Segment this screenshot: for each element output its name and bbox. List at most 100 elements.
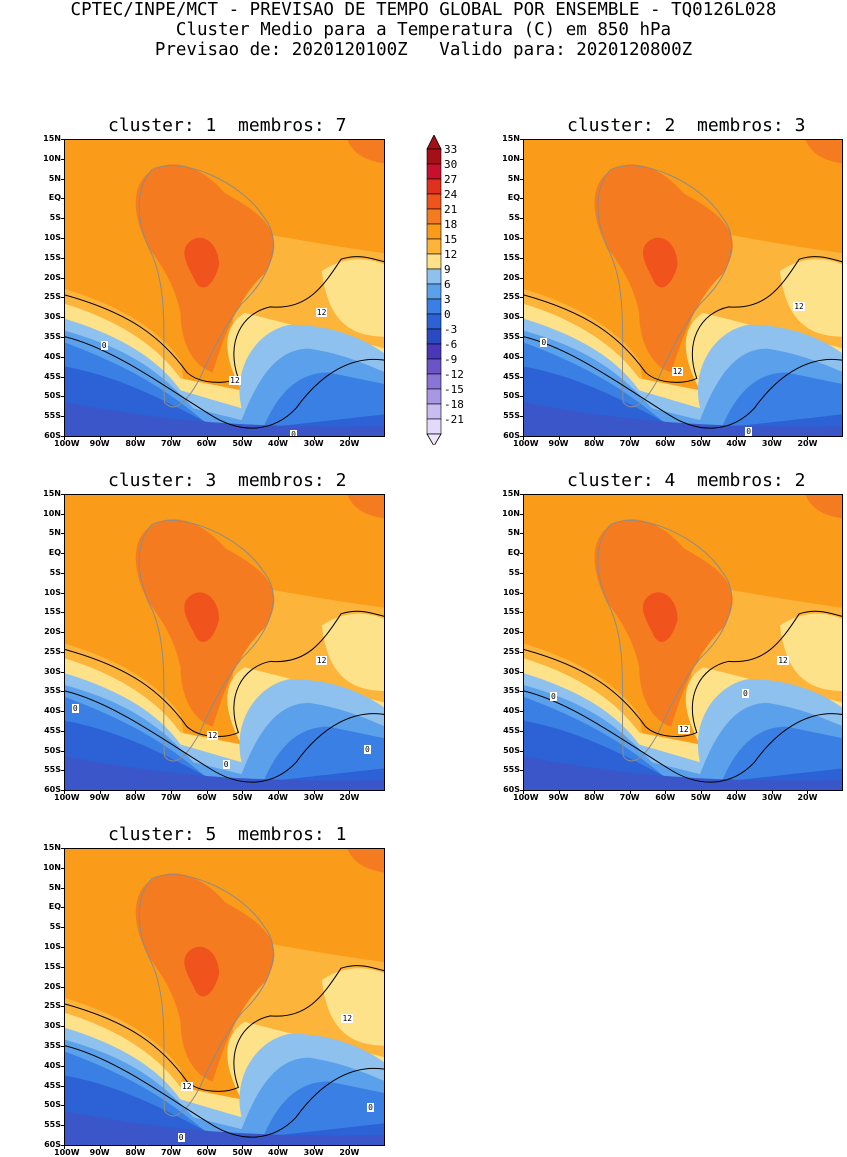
latitude-tick [61,356,64,358]
longitude-label: 50W [232,1148,253,1157]
latitude-tick [61,986,64,988]
longitude-label: 20W [339,439,360,448]
contour-line [65,256,384,383]
colorbar-swatch [426,193,442,210]
latitude-label: EQ [48,548,61,558]
contour-label: 0 [177,1133,185,1143]
panel-title: cluster: 5 membros: 1 [108,824,347,845]
latitude-label: 5S [508,567,520,577]
latitude-label: 20S [503,272,520,282]
latitude-tick [61,1046,64,1047]
contour-line [524,610,842,737]
longitude-label: 60W [196,793,217,802]
contour-label: 12 [229,376,241,386]
longitude-tick [135,437,137,440]
latitude-tick [61,1085,64,1087]
longitude-tick [64,1146,65,1149]
longitude-label: 100W [513,439,539,448]
latitude-label: 10N [43,508,61,518]
latitude-label: 45S [503,725,520,735]
longitude-tick [278,791,279,794]
latitude-tick [61,178,64,180]
latitude-label: 10N [43,862,61,872]
latitude-label: 35S [503,332,520,341]
longitude-label: 90W [89,793,110,802]
latitude-tick [61,632,64,634]
longitude-tick [700,437,702,440]
latitude-tick [61,494,64,495]
latitude-label: 30S [44,666,61,676]
longitude-label: 40W [268,793,288,802]
colorbar-swatch [426,403,442,420]
longitude-label: 20W [797,439,818,448]
longitude-label: 70W [619,793,640,802]
colorbar-swatch [426,208,442,225]
longitude-tick [558,791,560,794]
colorbar-swatch [426,178,442,195]
contour-label: 12 [315,307,328,317]
latitude-label: 10N [502,508,520,518]
figure-header: CPTEC/INPE/MCT - PREVISAO DE TEMPO GLOBA… [0,0,847,60]
contour-line [65,1045,384,1138]
latitude-label: 5N [48,882,61,892]
latitude-label: 55S [503,411,520,421]
longitude-label: 60W [196,439,217,448]
longitude-tick [64,437,65,440]
longitude-tick [206,1146,208,1149]
latitude-tick [61,651,64,653]
longitude-tick [171,437,172,440]
longitude-label: 40W [726,439,747,448]
latitude-label: 55S [44,1120,61,1130]
latitude-label: 5N [48,173,61,183]
latitude-tick [61,711,64,713]
longitude-tick [64,791,65,794]
longitude-tick [594,437,596,440]
latitude-label: 35S [44,686,61,696]
longitude-label: 50W [232,793,253,802]
latitude-label: 5N [507,173,520,183]
panel-title: cluster: 1 membros: 7 [108,115,347,136]
latitude-tick [61,887,64,889]
latitude-tick [520,553,523,555]
longitude-label: 100W [513,793,539,802]
colorbar-swatches [426,134,442,447]
latitude-label: 45S [44,1080,61,1090]
colorbar-label: -12 [444,368,464,381]
latitude-label: 10N [502,153,520,163]
latitude-tick [520,356,523,358]
longitude-tick [594,791,596,794]
latitude-label: 10S [44,587,61,597]
latitude-tick [61,1145,64,1146]
latitude-tick [520,416,523,418]
latitude-tick [520,396,523,398]
colorbar-label: 3 [444,293,451,306]
latitude-tick [61,238,64,239]
latitude-label: 25S [503,292,520,302]
coastline [597,165,732,408]
temperature-band [184,946,220,997]
latitude-label: 15N [502,134,520,143]
temperature-band [780,613,842,691]
latitude-label: 40S [503,706,520,716]
longitude-label: 60W [196,1148,217,1157]
temperature-band [347,849,384,873]
latitude-label: 35S [44,332,61,341]
latitude-label: 45S [44,371,61,381]
latitude-label: 5N [48,528,61,538]
latitude-tick [61,198,64,200]
coastline [597,520,732,762]
longitude-tick [807,437,809,440]
latitude-tick [61,277,64,279]
contour-label: 0 [363,745,371,755]
latitude-label: 50S [44,745,61,755]
temperature-band [184,592,220,642]
temperature-band [524,402,842,436]
latitude-label: 20S [44,627,61,637]
latitude-label: 55S [44,765,61,775]
longitude-tick [629,791,631,794]
colorbar-label: -15 [444,383,464,396]
colorbar-swatch [426,283,442,300]
latitude-tick [61,947,64,948]
latitude-label: 10S [503,587,520,597]
colorbar-swatch [426,328,442,345]
